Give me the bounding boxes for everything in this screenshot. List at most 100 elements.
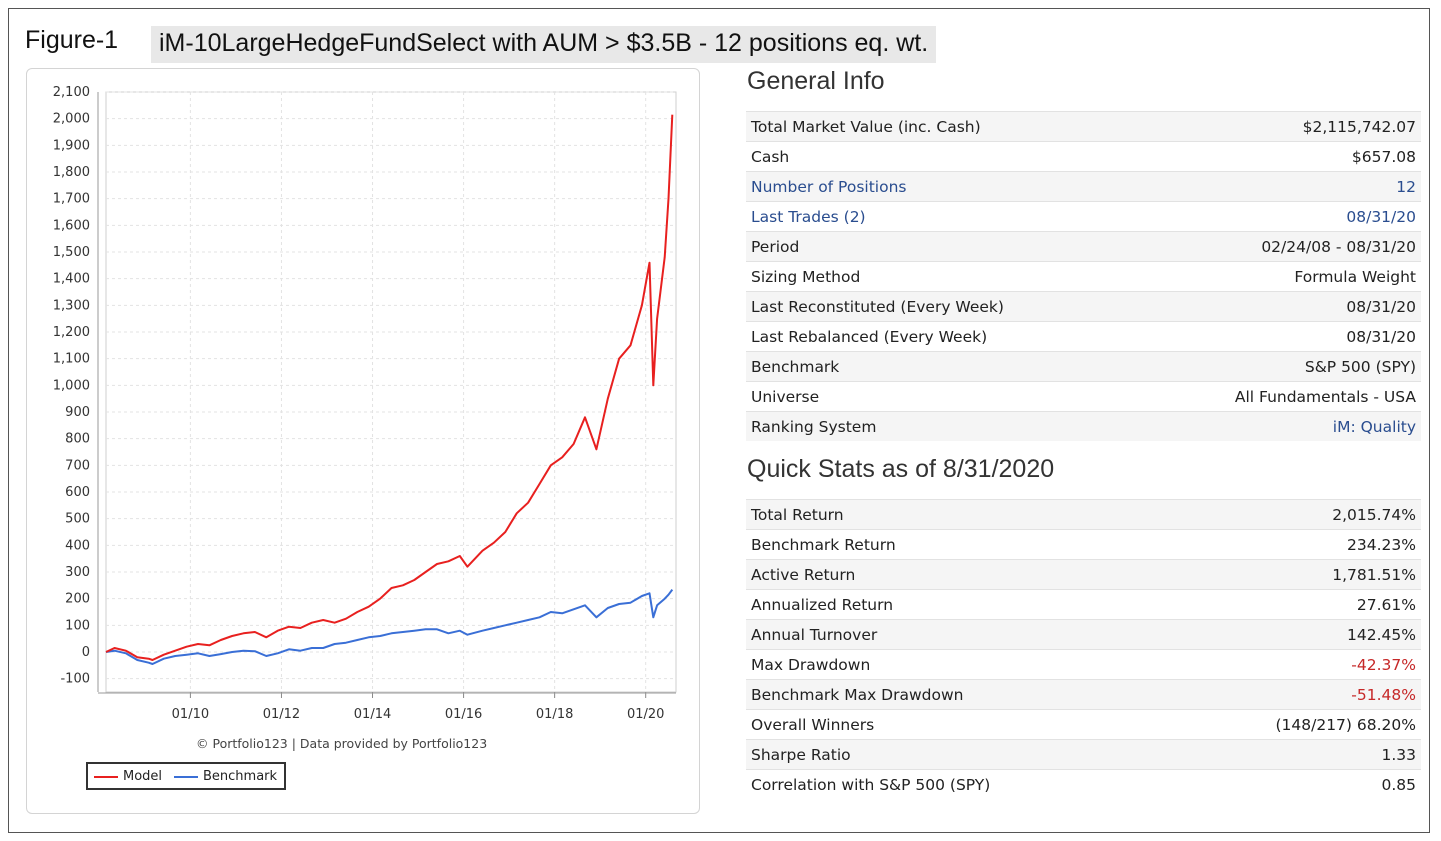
y-tick-label: 1,800 — [53, 165, 90, 180]
table-row: Last Rebalanced (Every Week) 08/31/20 — [746, 321, 1421, 352]
y-tick-label: 1,600 — [53, 218, 90, 233]
table-row: Annual Turnover 142.45% — [746, 619, 1421, 650]
y-tick-label: 2,100 — [53, 85, 90, 100]
row-label: Annualized Return — [746, 589, 1167, 620]
last-trades-date-link[interactable]: 08/31/20 — [1136, 201, 1421, 232]
y-tick-label: 500 — [65, 512, 90, 527]
row-label: Sharpe Ratio — [746, 739, 1167, 770]
row-label: Max Drawdown — [746, 649, 1167, 680]
legend-swatch-benchmark — [174, 775, 198, 778]
y-tick-label: 1,900 — [53, 138, 90, 153]
table-row: Correlation with S&P 500 (SPY) 0.85 — [746, 769, 1421, 799]
row-value: 2,015.74% — [1166, 499, 1421, 530]
row-value: $657.08 — [1136, 141, 1421, 172]
row-value: 08/31/20 — [1136, 321, 1421, 352]
y-tick-label: 700 — [65, 458, 90, 473]
y-tick-label: 1,200 — [53, 325, 90, 340]
y-tick-label: 1,000 — [53, 378, 90, 393]
number-of-positions-link[interactable]: Number of Positions — [746, 171, 1137, 202]
last-trades-link[interactable]: Last Trades (2) — [746, 201, 1137, 232]
row-label: Overall Winners — [746, 709, 1167, 740]
table-row: Benchmark S&P 500 (SPY) — [746, 351, 1421, 382]
series-line-model — [105, 114, 674, 661]
row-value: All Fundamentals - USA — [1136, 381, 1421, 412]
table-row: Period 02/24/08 - 08/31/20 — [746, 231, 1421, 262]
row-value: $2,115,742.07 — [1136, 111, 1421, 142]
row-value: 142.45% — [1166, 619, 1421, 650]
row-value-negative: -42.37% — [1166, 649, 1421, 680]
table-row: Total Return 2,015.74% — [746, 499, 1421, 530]
number-of-positions-value-link[interactable]: 12 — [1136, 171, 1421, 202]
y-tick-label: 0 — [82, 645, 90, 660]
chart-credit: © Portfolio123 | Data provided by Portfo… — [196, 736, 488, 751]
row-value-negative: -51.48% — [1166, 679, 1421, 710]
quick-stats-table: Total Return 2,015.74% Benchmark Return 23… — [746, 499, 1421, 799]
row-label: Ranking System — [746, 411, 1137, 441]
x-tick-label: 01/16 — [445, 707, 482, 722]
series-line-benchmark — [105, 589, 674, 665]
performance-chart: 2,100 2,000 1,900 1,800 1,700 1,600 1,500 1,400… — [53, 85, 677, 722]
general-info-table: Total Market Value (inc. Cash) $2,115,742… — [746, 111, 1421, 441]
table-row: Benchmark Return 234.23% — [746, 529, 1421, 560]
x-tick-label: 01/14 — [354, 707, 391, 722]
y-tick-label: 200 — [65, 592, 90, 607]
row-value: 08/31/20 — [1136, 291, 1421, 322]
row-label: Benchmark Max Drawdown — [746, 679, 1167, 710]
row-label: Last Rebalanced (Every Week) — [746, 321, 1137, 352]
table-row: Number of Positions 12 — [746, 171, 1421, 202]
legend-item-benchmark: Benchmark — [174, 769, 277, 784]
x-tick-label: 01/10 — [172, 707, 209, 722]
ranking-system-link[interactable]: iM: Quality — [1136, 411, 1421, 441]
y-tick-label: 400 — [65, 538, 90, 553]
table-row: Max Drawdown -42.37% — [746, 649, 1421, 680]
y-tick-label: 1,300 — [53, 298, 90, 313]
row-value: 1.33 — [1166, 739, 1421, 770]
row-label: Benchmark — [746, 351, 1137, 382]
legend-swatch-model — [94, 775, 118, 778]
row-value: 02/24/08 - 08/31/20 — [1136, 231, 1421, 262]
y-tick-label: 1,100 — [53, 352, 90, 367]
row-label: Sizing Method — [746, 261, 1137, 292]
table-row: Sharpe Ratio 1.33 — [746, 739, 1421, 770]
row-label: Active Return — [746, 559, 1167, 590]
table-row: Sizing Method Formula Weight — [746, 261, 1421, 292]
figure-frame — [8, 8, 1430, 833]
figure-title: iM-10LargeHedgeFundSelect with AUM > $3.… — [151, 26, 937, 63]
quick-stats-heading: Quick Stats as of 8/31/2020 — [747, 455, 1055, 483]
figure-label: Figure-1 — [25, 26, 119, 54]
general-info-heading: General Info — [747, 67, 885, 95]
row-label: Total Return — [746, 499, 1167, 530]
table-row: Ranking System iM: Quality — [746, 411, 1421, 441]
row-value: (148/217) 68.20% — [1166, 709, 1421, 740]
row-label: Correlation with S&P 500 (SPY) — [746, 769, 1167, 799]
plot-area — [105, 91, 677, 693]
legend-label-benchmark: Benchmark — [203, 769, 278, 784]
table-row: Annualized Return 27.61% — [746, 589, 1421, 620]
y-tick-label: 900 — [65, 405, 90, 420]
y-tick-label: -100 — [60, 672, 90, 687]
table-row: Total Market Value (inc. Cash) $2,115,742… — [746, 111, 1421, 142]
y-tick-label: 100 — [65, 618, 90, 633]
table-row: Universe All Fundamentals - USA — [746, 381, 1421, 412]
chart-legend: Model Benchmark — [86, 762, 286, 790]
row-label: Cash — [746, 141, 1137, 172]
row-label: Total Market Value (inc. Cash) — [746, 111, 1137, 142]
row-label: Last Reconstituted (Every Week) — [746, 291, 1137, 322]
row-value: Formula Weight — [1136, 261, 1421, 292]
table-row: Benchmark Max Drawdown -51.48% — [746, 679, 1421, 710]
y-tick-label: 1,400 — [53, 272, 90, 287]
table-row: Cash $657.08 — [746, 141, 1421, 172]
row-label: Period — [746, 231, 1137, 262]
legend-label-model: Model — [123, 769, 163, 784]
y-tick-label: 300 — [65, 565, 90, 580]
row-label: Benchmark Return — [746, 529, 1167, 560]
x-tick-label: 01/20 — [627, 707, 664, 722]
table-row: Overall Winners (148/217) 68.20% — [746, 709, 1421, 740]
table-row: Last Reconstituted (Every Week) 08/31/20 — [746, 291, 1421, 322]
x-tick-label: 01/12 — [263, 707, 300, 722]
y-tick-label: 1,500 — [53, 245, 90, 260]
table-row: Active Return 1,781.51% — [746, 559, 1421, 590]
row-value: S&P 500 (SPY) — [1136, 351, 1421, 382]
row-label: Annual Turnover — [746, 619, 1167, 650]
row-value: 0.85 — [1166, 769, 1421, 799]
